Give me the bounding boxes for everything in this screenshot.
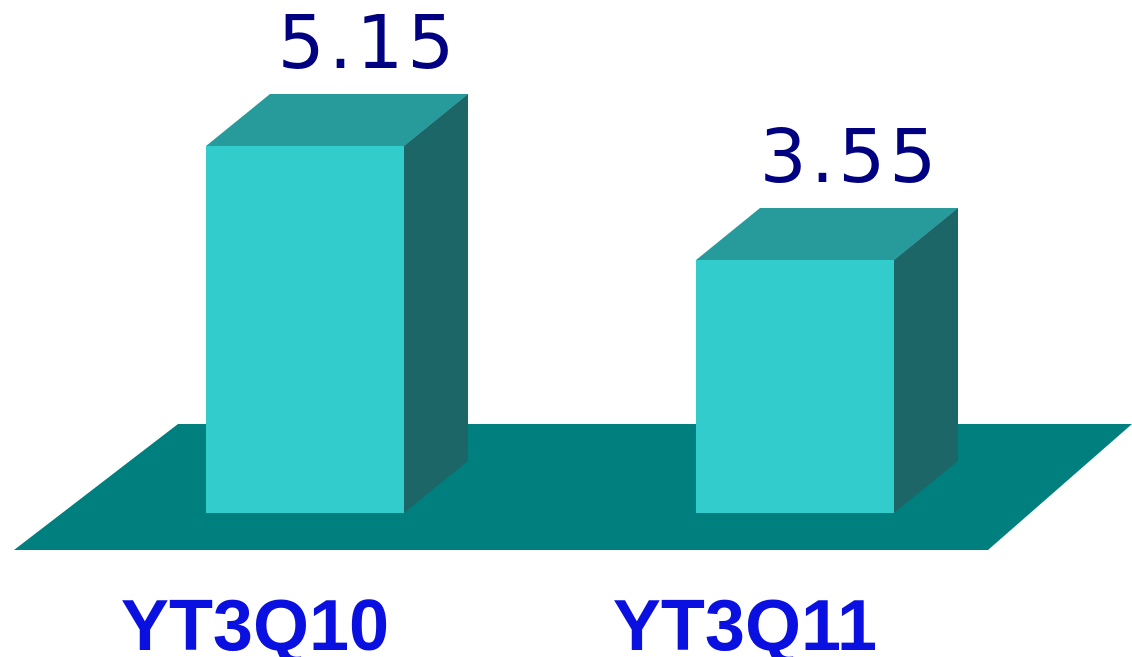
bar-top-face [206,94,468,146]
bar-yt3q11 [696,208,958,514]
bar-side-face [894,208,958,514]
chart-floor [14,424,1132,550]
bar-front-face [206,146,404,513]
value-label: 3.55 [760,114,941,200]
value-labels-group: 5.15 3.55 [278,0,941,200]
bars-group [206,94,958,514]
bar-yt3q10 [206,94,468,513]
bar-top-face [696,208,958,261]
category-label: YT3Q11 [613,586,877,657]
bar-side-face [404,94,468,513]
value-label: 5.15 [278,0,459,86]
category-label: YT3Q10 [121,586,389,657]
bar-front-face [696,260,894,513]
category-labels-group: YT3Q10 YT3Q11 [121,586,877,657]
